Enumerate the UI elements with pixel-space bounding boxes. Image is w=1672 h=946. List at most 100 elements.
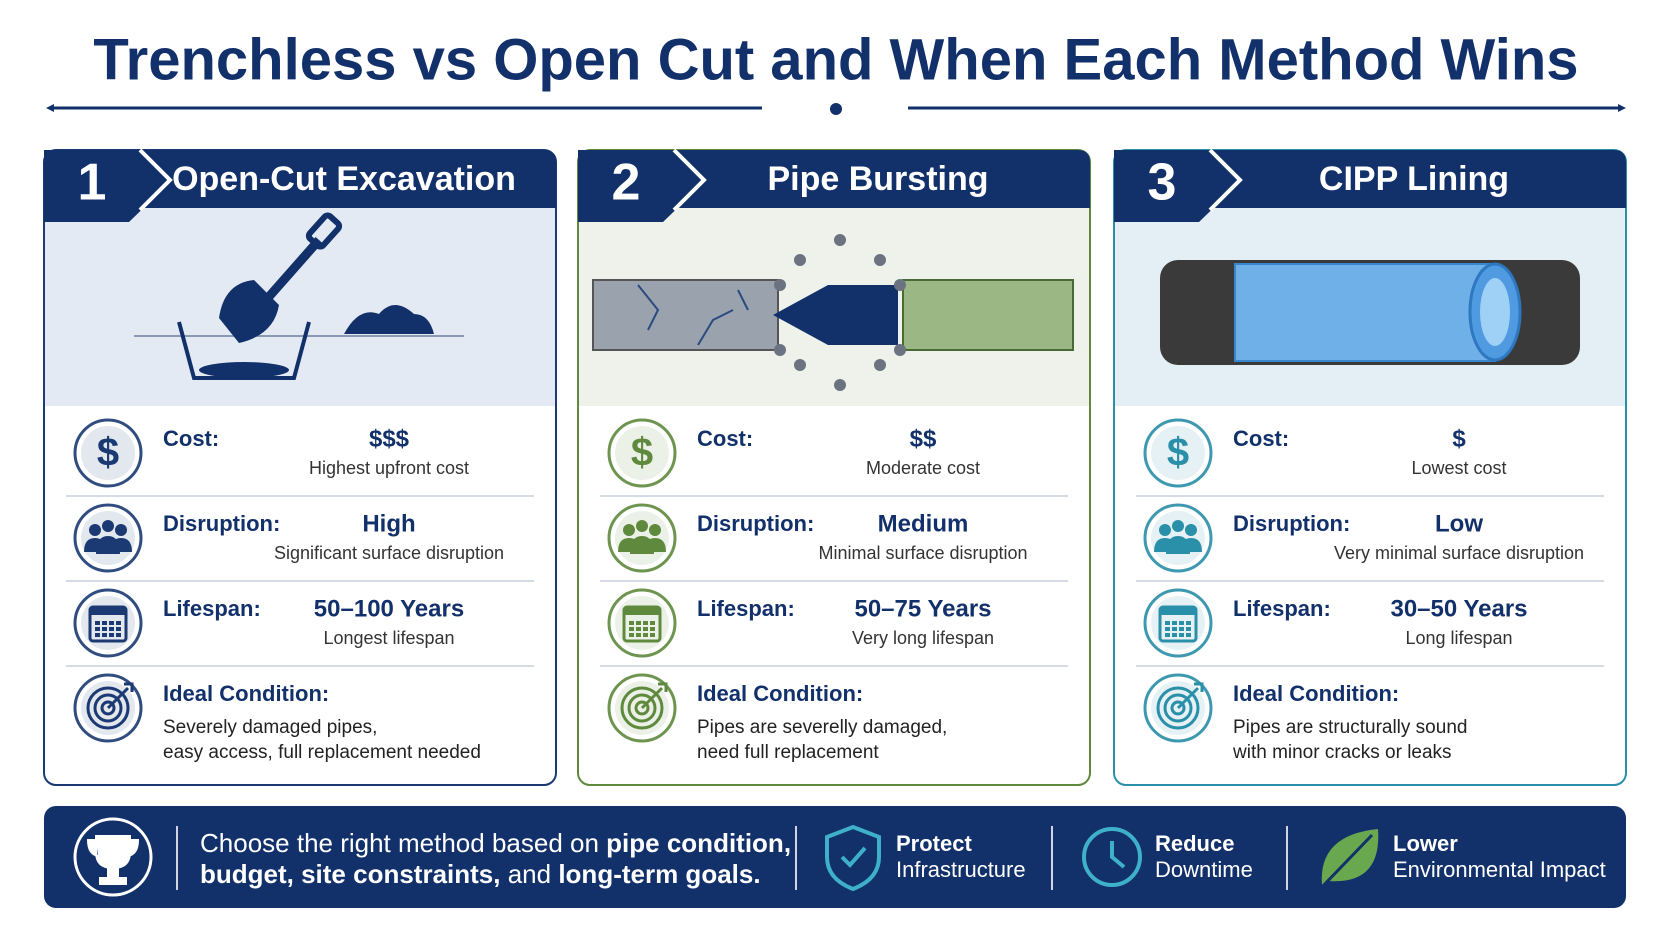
row-value: 30–50 Years <box>1390 595 1527 622</box>
header-chevron <box>1208 148 1243 212</box>
calendar-day <box>95 621 100 625</box>
row-note: Lowest cost <box>1411 458 1506 478</box>
dollar-icon: $ <box>1167 431 1189 475</box>
people-body <box>618 536 666 554</box>
row-note: Minimal surface disruption <box>818 543 1027 563</box>
calendar-day <box>109 621 114 625</box>
dirt <box>199 362 289 378</box>
footer-bar <box>44 806 1626 908</box>
title-rule <box>46 103 1626 115</box>
calendar-day <box>1165 621 1170 625</box>
people-head <box>1159 524 1171 536</box>
header-tab <box>1114 150 1229 222</box>
trophy <box>86 835 140 885</box>
calendar-day <box>1186 621 1191 625</box>
calendar-day <box>629 627 634 631</box>
ideal-label: Ideal Condition: <box>697 681 863 706</box>
calendar-top <box>624 607 660 615</box>
row-note: Very long lifespan <box>852 628 994 648</box>
calendar-day <box>643 621 648 625</box>
dollar-icon: $ <box>631 431 653 475</box>
ideal-text: Pipes are severelly damaged, <box>697 717 947 738</box>
people-head <box>102 520 114 532</box>
calendar-day <box>650 633 655 637</box>
calendar-day <box>116 633 121 637</box>
debris <box>774 279 786 291</box>
debris <box>894 344 906 356</box>
row-label: Lifespan: <box>1233 596 1331 621</box>
target-ring <box>100 700 116 716</box>
shovel-grip <box>305 212 343 250</box>
calendar-day <box>109 633 114 637</box>
row-value: 50–100 Years <box>314 595 464 622</box>
calendar-day <box>1165 633 1170 637</box>
message-segment: Choose the right method based on <box>200 828 606 858</box>
debris <box>794 254 806 266</box>
row-label: Lifespan: <box>163 596 261 621</box>
ideal-label: Ideal Condition: <box>163 681 329 706</box>
people-head <box>1172 520 1184 532</box>
badge-text: Environmental Impact <box>1393 857 1606 882</box>
calendar-day <box>636 633 641 637</box>
row-value: $$$ <box>369 425 410 452</box>
target-ring <box>93 693 123 723</box>
debris <box>874 359 886 371</box>
card-title: CIPP Lining <box>1319 160 1509 198</box>
ideal-text: Severely damaged pipes, <box>163 717 377 738</box>
badge-text: Reduce <box>1155 831 1234 856</box>
target-ring <box>627 693 657 723</box>
message-segment: pipe condition, <box>606 828 791 858</box>
row-value: Medium <box>878 510 969 537</box>
calendar-day <box>1186 633 1191 637</box>
calendar-day <box>102 633 107 637</box>
row-label: Cost: <box>1233 426 1289 451</box>
cracks <box>637 284 749 346</box>
row-note: Significant surface disruption <box>274 543 504 563</box>
footer-message: budget, site constraints, and long-term … <box>200 859 761 889</box>
row-note: Highest upfront cost <box>309 458 469 478</box>
calendar-day <box>636 627 641 631</box>
target-arrow <box>640 682 668 710</box>
calendar-day <box>629 633 634 637</box>
icon-ring <box>73 418 143 488</box>
header-chevron <box>138 148 173 212</box>
message-segment: long-term goals. <box>558 859 760 889</box>
target-ring <box>634 700 650 716</box>
target-ring <box>1170 700 1186 716</box>
footer-message: Choose the right method based on pipe co… <box>200 828 791 858</box>
row-note: Longest lifespan <box>323 628 454 648</box>
people-head <box>649 524 661 536</box>
row-note: Long lifespan <box>1405 628 1512 648</box>
calendar-day <box>629 621 634 625</box>
message-segment: budget, site constraints, <box>200 859 501 889</box>
badge-text: Infrastructure <box>896 857 1026 882</box>
calendar-day <box>109 627 114 631</box>
target-arrow <box>106 682 134 710</box>
calendar-day <box>1165 627 1170 631</box>
calendar-day <box>116 621 121 625</box>
card-number: 3 <box>1148 154 1177 212</box>
title: Trenchless vs Open Cut and When Each Met… <box>93 27 1578 92</box>
calendar-day <box>102 621 107 625</box>
calendar-day <box>650 627 655 631</box>
liner-hole <box>1480 278 1510 346</box>
card-header <box>44 150 556 208</box>
people-body <box>1154 536 1202 554</box>
card-title: Pipe Bursting <box>767 160 988 198</box>
target-ring <box>620 686 664 730</box>
target-ring <box>1163 693 1193 723</box>
message-segment: and <box>501 859 559 889</box>
calendar-day <box>102 627 107 631</box>
method-card: 2 Pipe Bursting $ Cost: $$ Moderate cost Disru… <box>577 148 1091 786</box>
people-head <box>115 524 127 536</box>
trophy-ring <box>73 817 153 897</box>
row-value: Low <box>1435 510 1483 537</box>
calendar-day <box>1179 633 1184 637</box>
debris <box>894 279 906 291</box>
dirt-pile <box>344 305 434 334</box>
calendar-day <box>116 627 121 631</box>
row-label: Lifespan: <box>697 596 795 621</box>
people-head <box>89 524 101 536</box>
row-label: Cost: <box>697 426 753 451</box>
